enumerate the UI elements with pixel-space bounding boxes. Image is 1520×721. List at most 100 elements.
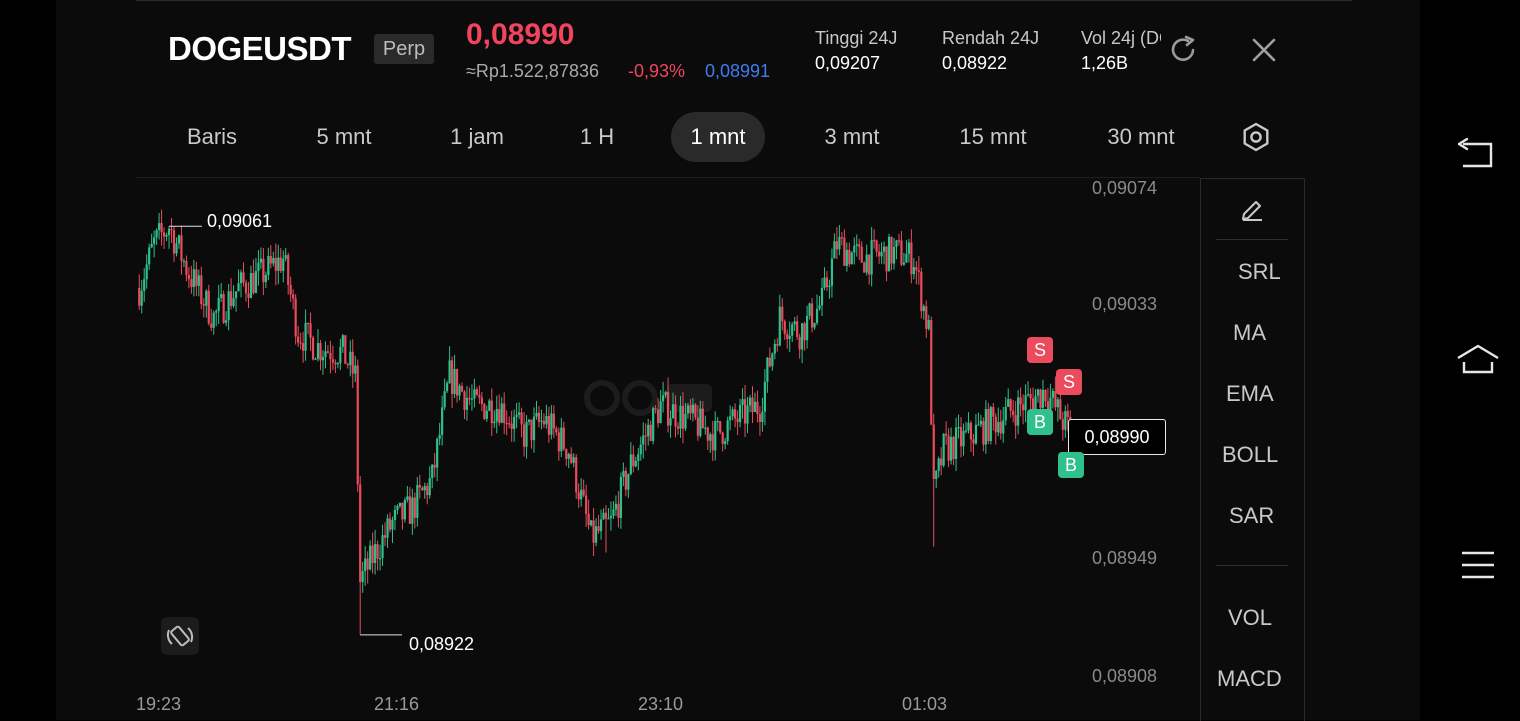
candle-body (259, 258, 262, 263)
candle-body (962, 430, 965, 447)
candle-body (1036, 389, 1040, 396)
candle-body (567, 454, 570, 459)
buy-marker[interactable]: B (1058, 452, 1084, 478)
candle-body (254, 271, 258, 293)
indicator-sar[interactable]: SAR (1229, 503, 1275, 528)
candle-body (416, 485, 419, 518)
home-button[interactable] (1454, 342, 1502, 383)
candle-body (815, 308, 819, 323)
y-axis-label: 0,09033 (1092, 294, 1158, 314)
candle-body (490, 400, 493, 424)
sell-marker[interactable]: S (1027, 337, 1053, 363)
candle-body (297, 336, 300, 343)
candle-body (594, 526, 598, 543)
candle-body (172, 230, 176, 254)
last-price: 0,08990 (466, 18, 575, 51)
high-24h-label: Tinggi 24J (815, 28, 898, 48)
tab-30m[interactable]: 30 mnt (1107, 124, 1175, 149)
candle-body (292, 294, 295, 299)
indicator-divider (1216, 565, 1288, 566)
candle-body (763, 381, 766, 412)
candle-body (364, 558, 367, 572)
tab-5m[interactable]: 5 mnt (316, 124, 372, 149)
drawing-tool-button[interactable] (1238, 194, 1266, 222)
session-low-label: 0,08922 (409, 634, 475, 654)
tab-1h[interactable]: 1 jam (450, 124, 504, 149)
candle-body (674, 404, 677, 427)
x-axis-label: 21:16 (374, 694, 420, 714)
candle-body (810, 303, 814, 328)
tab-3m[interactable]: 3 mnt (824, 124, 880, 149)
candle-body (299, 342, 302, 344)
indicator-panel (1200, 178, 1305, 721)
candle-body (746, 405, 749, 424)
candle-body (984, 408, 987, 445)
tab-1m[interactable]: 1 mnt (671, 112, 765, 162)
refresh-button[interactable] (1164, 30, 1204, 70)
candlestick-chart[interactable] (136, 178, 1200, 698)
candle-body (716, 421, 719, 423)
candle-body (1051, 391, 1054, 398)
candle-body (604, 512, 608, 519)
candle-body (773, 343, 776, 354)
candle-body (160, 223, 163, 233)
candle-body (808, 303, 811, 316)
indicator-vol[interactable]: VOL (1228, 605, 1273, 630)
candle-body (637, 454, 640, 461)
candle-body (694, 404, 697, 418)
sell-marker[interactable]: S (1056, 369, 1082, 395)
candle-body (522, 424, 526, 447)
candle-body (875, 240, 878, 252)
candle-body (865, 254, 868, 273)
buy-marker[interactable]: B (1027, 409, 1053, 435)
candle-body (771, 353, 774, 367)
candle-body (527, 419, 531, 422)
candle-body (1007, 399, 1010, 407)
candle-body (446, 383, 449, 392)
chart-settings-button[interactable] (1238, 119, 1274, 155)
candle-body (659, 401, 662, 424)
candle-body (413, 497, 416, 518)
y-axis-label: 0,08949 (1092, 548, 1158, 568)
session-high-label: 0,09061 (207, 211, 273, 231)
candle-body (825, 277, 829, 288)
tab-15m[interactable]: 15 mnt (959, 124, 1027, 149)
candle-body (669, 418, 672, 426)
candle-body (830, 258, 834, 286)
candle-body (438, 434, 441, 439)
top-divider (136, 0, 1352, 1)
indicator-divider (1216, 239, 1288, 240)
candle-body (257, 262, 260, 272)
candle-body (316, 343, 320, 359)
candle-body (624, 470, 627, 490)
close-icon (1252, 38, 1276, 62)
candle-body (768, 357, 771, 367)
tab-1d[interactable]: 1 H (579, 124, 615, 149)
candle-body (510, 423, 513, 429)
candle-body (508, 423, 511, 425)
candle-body (565, 449, 568, 459)
candle-body (376, 544, 379, 559)
candle-body (791, 324, 794, 336)
candle-body (1039, 389, 1042, 408)
menu-button[interactable] (1460, 550, 1496, 585)
candle-body (277, 257, 280, 271)
candle-body (736, 418, 739, 423)
candle-body (321, 356, 325, 361)
chart-fullscreen-button[interactable] (161, 617, 199, 655)
candle-body (828, 285, 831, 288)
candle-body (180, 235, 183, 262)
x-axis-label: 23:10 (638, 694, 684, 714)
back-button[interactable] (1455, 137, 1499, 177)
candle-body (403, 499, 406, 520)
indicator-ema[interactable]: EMA (1226, 381, 1274, 406)
candle-body (388, 518, 392, 530)
x-axis-label: 19:23 (136, 694, 182, 714)
indicator-boll[interactable]: BOLL (1222, 442, 1279, 467)
candle-body (870, 240, 873, 275)
indicator-ma[interactable]: MA (1233, 320, 1266, 345)
indicator-srl[interactable]: SRL (1238, 259, 1281, 284)
indicator-macd[interactable]: MACD (1217, 666, 1282, 691)
tab-line[interactable]: Baris (186, 124, 238, 149)
close-button[interactable] (1244, 30, 1284, 70)
